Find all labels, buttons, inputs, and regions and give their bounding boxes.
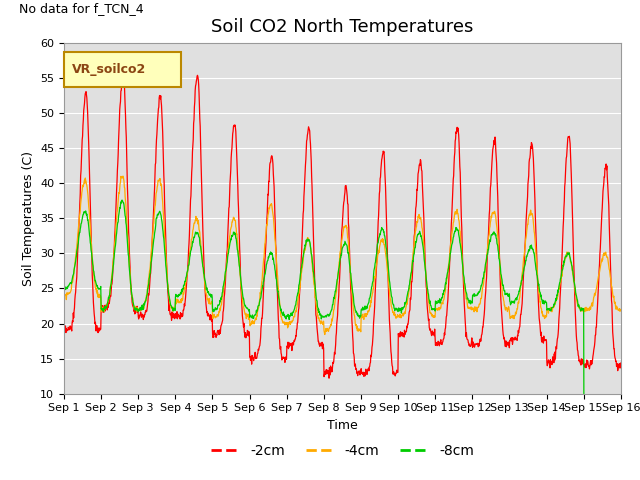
-2cm <box>502 344 510 349</box>
Y-axis label: Soil Temperatures (C): Soil Temperatures (C) <box>22 151 35 286</box>
-4cm <box>321 332 328 337</box>
-4cm <box>552 300 559 306</box>
-8cm <box>246 312 254 318</box>
FancyBboxPatch shape <box>64 52 181 87</box>
-2cm <box>60 324 68 330</box>
-4cm <box>120 173 127 179</box>
-2cm <box>118 71 126 76</box>
-2cm <box>552 356 559 361</box>
-2cm <box>325 375 333 381</box>
X-axis label: Time: Time <box>327 419 358 432</box>
Title: Soil CO2 North Temperatures: Soil CO2 North Temperatures <box>211 18 474 36</box>
Line: -8cm: -8cm <box>64 200 621 466</box>
Line: -2cm: -2cm <box>64 73 621 378</box>
-8cm <box>184 263 192 269</box>
-8cm <box>429 307 437 312</box>
-8cm <box>171 305 179 311</box>
-4cm <box>184 264 192 270</box>
-4cm <box>60 292 68 298</box>
-8cm <box>609 463 617 469</box>
-2cm <box>171 316 179 322</box>
-2cm <box>246 358 254 363</box>
-4cm <box>171 306 179 312</box>
-8cm <box>118 197 126 203</box>
-2cm <box>617 360 625 366</box>
-2cm <box>429 331 437 336</box>
Line: -4cm: -4cm <box>64 176 621 335</box>
-8cm <box>502 291 509 297</box>
-4cm <box>502 304 510 310</box>
-8cm <box>60 287 68 292</box>
-4cm <box>246 321 254 326</box>
-8cm <box>551 300 559 305</box>
-8cm <box>617 461 625 467</box>
Text: VR_soilco2: VR_soilco2 <box>72 63 147 76</box>
-2cm <box>184 257 192 263</box>
Legend: -2cm, -4cm, -8cm: -2cm, -4cm, -8cm <box>205 439 479 464</box>
-4cm <box>617 307 625 312</box>
Text: No data for f_TCN_4: No data for f_TCN_4 <box>19 2 144 15</box>
-4cm <box>429 313 437 319</box>
